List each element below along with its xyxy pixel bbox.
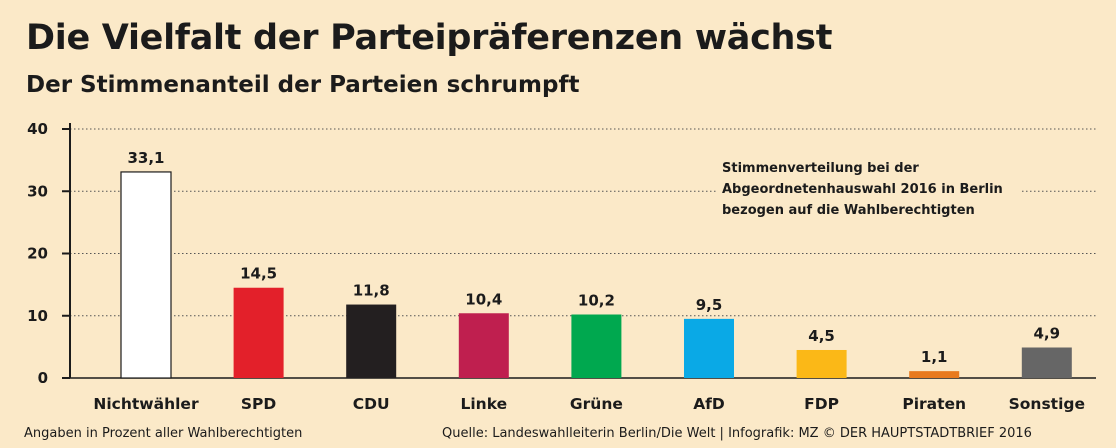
y-tick-label: 30 (27, 182, 48, 200)
category-label: CDU (353, 395, 390, 413)
chart-title: Die Vielfalt der Parteipräferenzen wächs… (26, 18, 833, 58)
y-tick-label: 20 (27, 245, 48, 263)
category-label: Sonstige (1009, 395, 1085, 413)
value-label: 4,9 (1034, 324, 1061, 342)
annotation-line: Stimmenverteilung bei der (722, 161, 919, 176)
category-label: SPD (241, 395, 277, 413)
value-label: 10,2 (578, 292, 615, 310)
value-label: 33,1 (127, 149, 164, 167)
y-tick-label: 40 (27, 120, 48, 138)
value-label: 14,5 (240, 265, 277, 283)
bar-fdp (796, 349, 847, 378)
annotation-line: bezogen auf die Wahlberechtigten (722, 203, 975, 218)
category-label: FDP (804, 395, 839, 413)
value-label: 1,1 (921, 348, 948, 366)
bar-afd (684, 318, 734, 378)
bar-cdu (346, 304, 397, 378)
annotation-line: Abgeordnetenhauswahl 2016 in Berlin (722, 182, 1003, 197)
bar-nichtwähler (120, 171, 172, 379)
value-label: 4,5 (808, 327, 835, 345)
category-label: Grüne (570, 395, 623, 413)
value-label: 10,4 (465, 290, 502, 308)
y-tick-label: 0 (38, 369, 48, 387)
chart-subtitle: Der Stimmenanteil der Parteien schrumpft (26, 72, 580, 98)
value-label: 9,5 (696, 296, 723, 314)
category-label: Linke (460, 395, 507, 413)
category-label: AfD (693, 395, 725, 413)
category-label: Nichtwähler (93, 395, 199, 413)
value-label: 11,8 (353, 282, 390, 300)
bar-sonstige (1021, 347, 1072, 378)
annotation-background (716, 154, 1020, 216)
source-credit: Quelle: Landeswahlleiterin Berlin/Die We… (442, 426, 1032, 441)
bar-spd (233, 287, 284, 378)
bar-grüne (571, 314, 622, 378)
category-label: Piraten (902, 395, 966, 413)
y-tick-label: 10 (27, 307, 48, 325)
bar-linke (458, 313, 509, 378)
bar-piraten (909, 371, 960, 378)
footnote: Angaben in Prozent aller Wahlberechtigte… (24, 426, 303, 441)
